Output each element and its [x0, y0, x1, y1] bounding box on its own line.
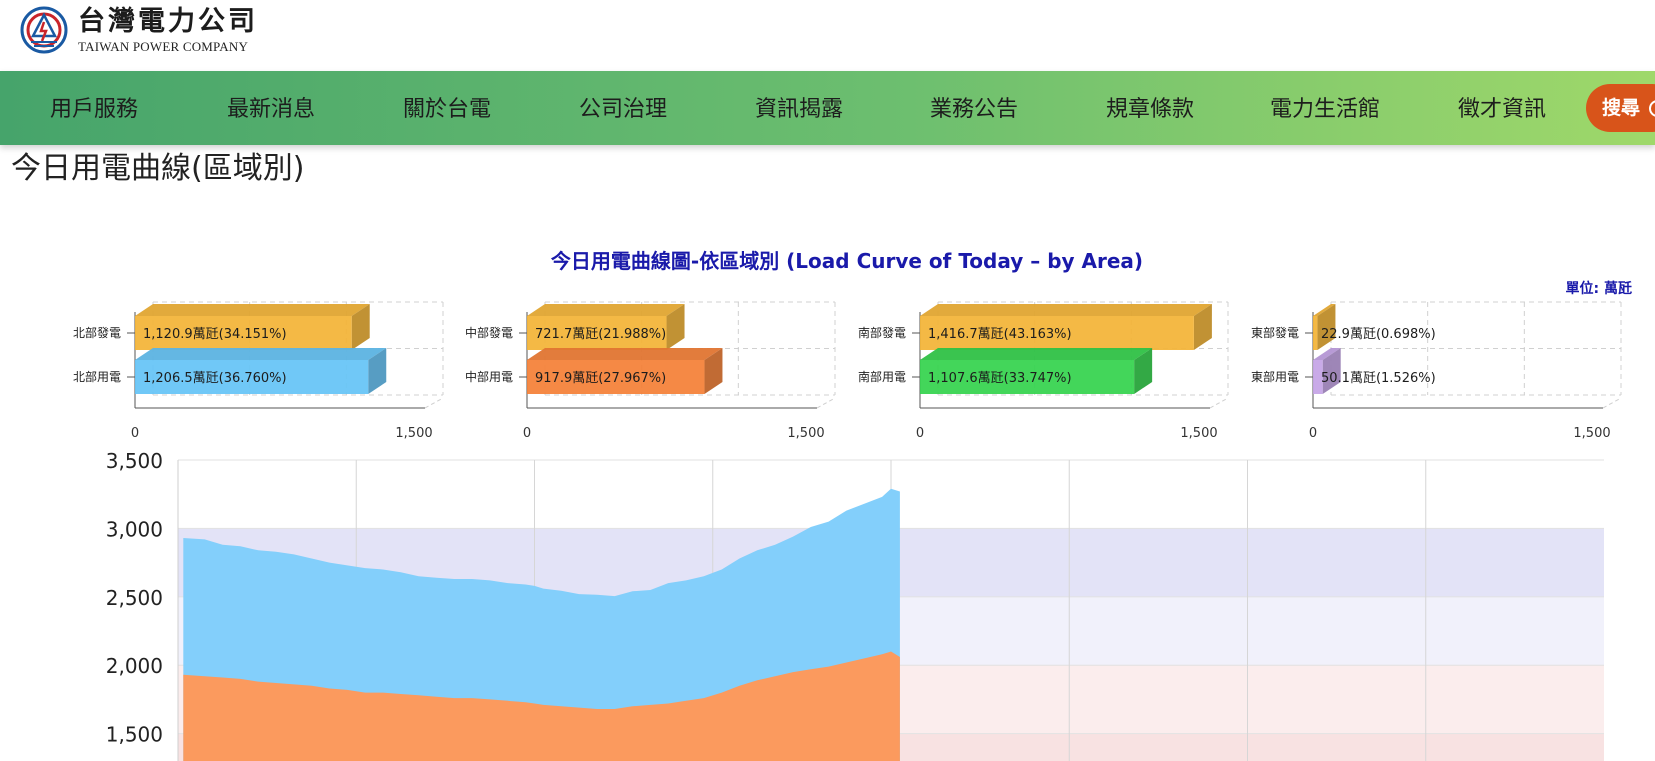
bar-south-1 — [920, 360, 1135, 394]
bar-category-north-0: 北部發電 — [73, 325, 121, 340]
bar-label-central-1: 917.9萬瓩(27.967%) — [535, 371, 666, 386]
bar-label-south-0: 1,416.7萬瓩(43.163%) — [928, 327, 1072, 342]
bar-label-south-1: 1,107.6萬瓩(33.747%) — [928, 371, 1072, 386]
bar-east-1 — [1313, 360, 1323, 394]
nav-item-careers[interactable]: 徵才資訊 — [1458, 97, 1547, 122]
bar-central-1 — [527, 360, 705, 394]
bar-top-east-0 — [1313, 304, 1336, 316]
bar-side-central-0 — [666, 304, 685, 350]
nav-item-disclosure[interactable]: 資訊揭露 — [755, 97, 844, 122]
bar-category-south-1: 南部用電 — [858, 369, 906, 384]
bar-category-east-1: 東部用電 — [1251, 369, 1299, 384]
logo-english-name: TAIWAN POWER COMPANY — [78, 38, 249, 54]
bar-panel-xtick-central-0: 0 — [523, 426, 531, 441]
bar-label-east-1: 50.1萬瓩(1.526%) — [1321, 371, 1436, 386]
nav-item-announcements[interactable]: 業務公告 — [930, 97, 1019, 122]
bar-category-north-1: 北部用電 — [73, 369, 121, 384]
chart-unit-label: 單位: 萬瓩 — [1566, 280, 1632, 297]
nav-item-news[interactable]: 最新消息 — [227, 97, 316, 122]
nav-item-regulations[interactable]: 規章條款 — [1106, 97, 1195, 122]
bar-side-south-0 — [1193, 304, 1212, 350]
y-tick-label-3: 2,000 — [106, 654, 163, 678]
bar-north-1 — [135, 360, 369, 394]
site-header: 台灣電力公司 TAIWAN POWER COMPANY — [0, 0, 1655, 71]
bar-panel-xtick-south-0: 0 — [916, 426, 924, 441]
taipower-emblem-icon — [20, 6, 68, 54]
bar-panel-floor-edge-south — [1209, 397, 1229, 409]
y-tick-label-1: 3,000 — [106, 517, 163, 541]
bar-panel-floor-edge-central — [816, 397, 836, 409]
logo-chinese-name: 台灣電力公司 — [78, 5, 258, 37]
bar-label-north-0: 1,120.9萬瓩(34.151%) — [143, 327, 287, 342]
bar-label-central-0: 721.7萬瓩(21.988%) — [535, 327, 666, 342]
bar-side-east-0 — [1317, 304, 1336, 350]
search-button[interactable]: 搜尋 — [1586, 84, 1655, 132]
bar-top-east-1 — [1313, 348, 1341, 360]
bar-panel-xtick-east-1: 1,500 — [1573, 426, 1610, 441]
bar-side-south-1 — [1134, 348, 1153, 394]
taipower-logo[interactable]: 台灣電力公司 TAIWAN POWER COMPANY — [20, 6, 258, 54]
bar-label-east-0: 22.9萬瓩(0.698%) — [1321, 327, 1436, 342]
bar-panel-xtick-central-1: 1,500 — [787, 426, 824, 441]
bar-east-0 — [1313, 316, 1318, 350]
nav-item-governance[interactable]: 公司治理 — [579, 97, 668, 122]
bar-side-central-1 — [704, 348, 723, 394]
bar-top-north-0 — [135, 304, 370, 316]
bar-side-north-0 — [351, 304, 370, 350]
bar-panel-xtick-south-1: 1,500 — [1180, 426, 1217, 441]
bar-top-south-1 — [920, 348, 1153, 360]
bar-side-east-1 — [1322, 348, 1341, 394]
bar-panel-floor-edge-north — [424, 397, 444, 409]
bar-panel-floor-edge-east — [1602, 397, 1622, 409]
y-tick-label-2: 2,500 — [106, 586, 163, 610]
bar-top-south-0 — [920, 304, 1212, 316]
y-tick-label-0: 3,500 — [106, 449, 163, 473]
bar-label-north-1: 1,206.5萬瓩(36.760%) — [143, 371, 287, 386]
bar-panel-xtick-east-0: 0 — [1309, 426, 1317, 441]
area-series-1 — [183, 651, 900, 761]
page-title: 今日用電曲線(區域別) — [11, 151, 305, 186]
bar-category-south-0: 南部發電 — [858, 325, 906, 340]
nav-item-customer-service[interactable]: 用戶服務 — [50, 97, 139, 122]
bar-category-east-0: 東部發電 — [1251, 325, 1299, 340]
bar-panel-xtick-north-0: 0 — [131, 426, 139, 441]
bar-category-central-0: 中部發電 — [465, 325, 513, 340]
bar-north-0 — [135, 316, 352, 350]
search-label: 搜尋 — [1602, 97, 1641, 119]
bar-top-central-0 — [527, 304, 685, 316]
y-tick-label-4: 1,500 — [106, 723, 163, 747]
nav-item-power-life[interactable]: 電力生活館 — [1270, 97, 1381, 122]
bar-south-0 — [920, 316, 1194, 350]
main-nav: 用戶服務 最新消息 關於台電 公司治理 資訊揭露 業務公告 規章條款 電力生活館… — [0, 71, 1655, 145]
bar-panel-xtick-north-1: 1,500 — [395, 426, 432, 441]
bar-side-north-1 — [368, 348, 387, 394]
bar-central-0 — [527, 316, 667, 350]
chart-title: 今日用電曲線圖-依區域別 (Load Curve of Today – by A… — [551, 249, 1143, 273]
bar-top-central-1 — [527, 348, 723, 360]
nav-item-about[interactable]: 關於台電 — [403, 97, 492, 122]
bar-top-north-1 — [135, 348, 387, 360]
bar-category-central-1: 中部用電 — [465, 369, 513, 384]
